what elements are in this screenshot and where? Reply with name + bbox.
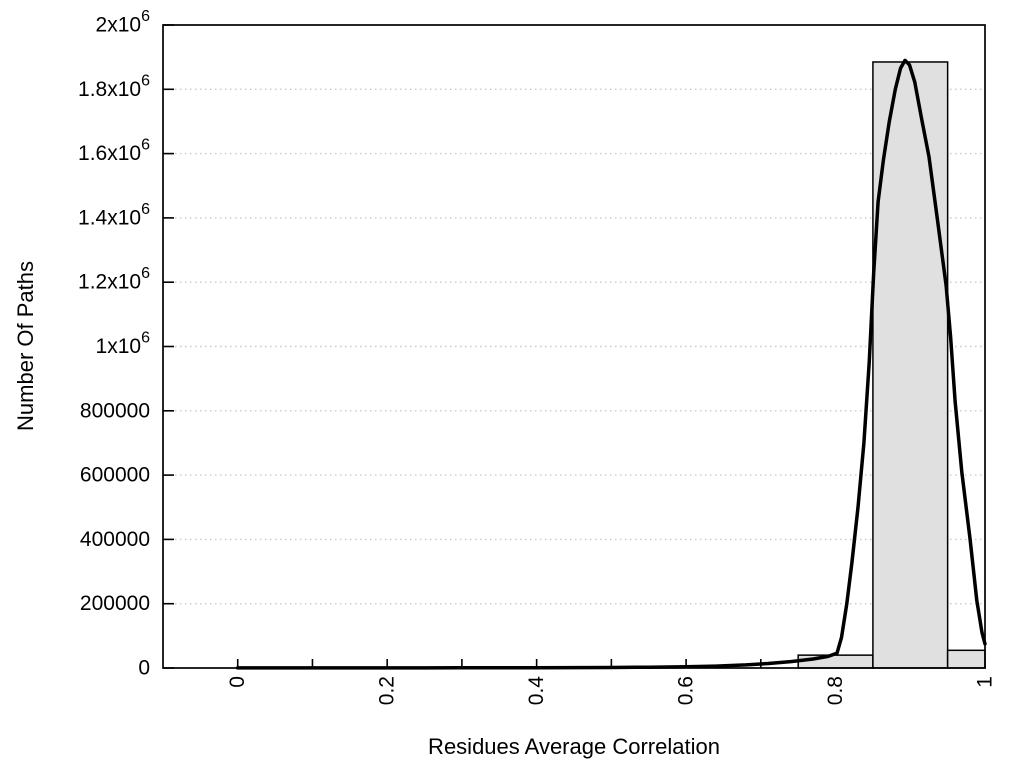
y-tick-label: 800000 xyxy=(80,399,150,422)
y-axis-title: Number Of Paths xyxy=(13,261,38,431)
plot-frame xyxy=(162,24,986,669)
y-tick-label: 600000 xyxy=(80,464,150,487)
x-tick-label: 1 xyxy=(974,676,997,688)
y-tick-label: 1.8x106 xyxy=(78,72,150,101)
y-tick-label: 0 xyxy=(138,657,150,680)
histogram-bar xyxy=(946,649,986,669)
x-tick-label: 0.2 xyxy=(376,676,399,705)
y-tick-label: 1.2x106 xyxy=(78,265,150,294)
histogram-bar xyxy=(797,654,874,669)
x-tick-label: 0.6 xyxy=(675,676,698,705)
y-tick-label: 1.6x106 xyxy=(78,136,150,165)
y-tick-label: 2x106 xyxy=(96,8,151,37)
histogram-bar xyxy=(872,61,949,669)
y-tick-label: 400000 xyxy=(80,528,150,551)
x-tick-label: 0.8 xyxy=(824,676,847,705)
y-tick-label: 1.4x106 xyxy=(78,200,150,229)
x-axis-title: Residues Average Correlation xyxy=(428,734,720,759)
x-tick-label: 0 xyxy=(226,676,249,688)
y-tick-label: 200000 xyxy=(80,592,150,615)
x-tick-label: 0.4 xyxy=(525,676,548,706)
y-tick-label: 1x106 xyxy=(96,329,151,358)
